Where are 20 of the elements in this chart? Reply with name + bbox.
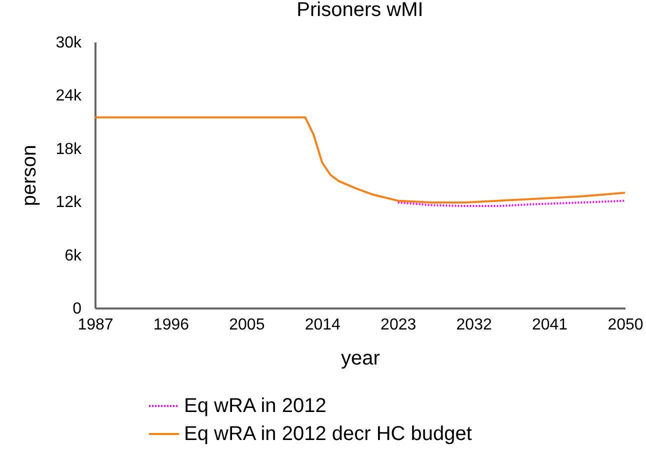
x-tick-label: 2032 [456,316,492,334]
y-tick-label: 12k [56,194,82,212]
x-tick-label: 1996 [153,316,190,334]
y-tick-label: 24k [56,88,82,105]
chart-title: Prisoners wMI [296,0,424,21]
x-tick-label: 1987 [78,316,114,334]
legend-label: Eq wRA in 2012 decr HC budget [184,423,472,445]
y-tick-label: 0 [72,300,82,318]
legend-label: Eq wRA in 2012 [184,395,326,417]
x-tick-label: 2023 [380,316,416,334]
y-tick-label: 6k [64,247,82,264]
line-series [95,116,625,204]
x-tick-label: 2050 [608,316,644,334]
x-tick-label: 2005 [229,316,265,334]
y-tick-label: 30k [56,34,82,52]
x-tick-label: 2041 [532,316,568,334]
x-tick-label: 2014 [304,316,341,334]
y-tick-label: 18k [56,140,82,158]
x-axis-title: year [341,348,380,370]
y-axis-title: person [18,144,41,206]
